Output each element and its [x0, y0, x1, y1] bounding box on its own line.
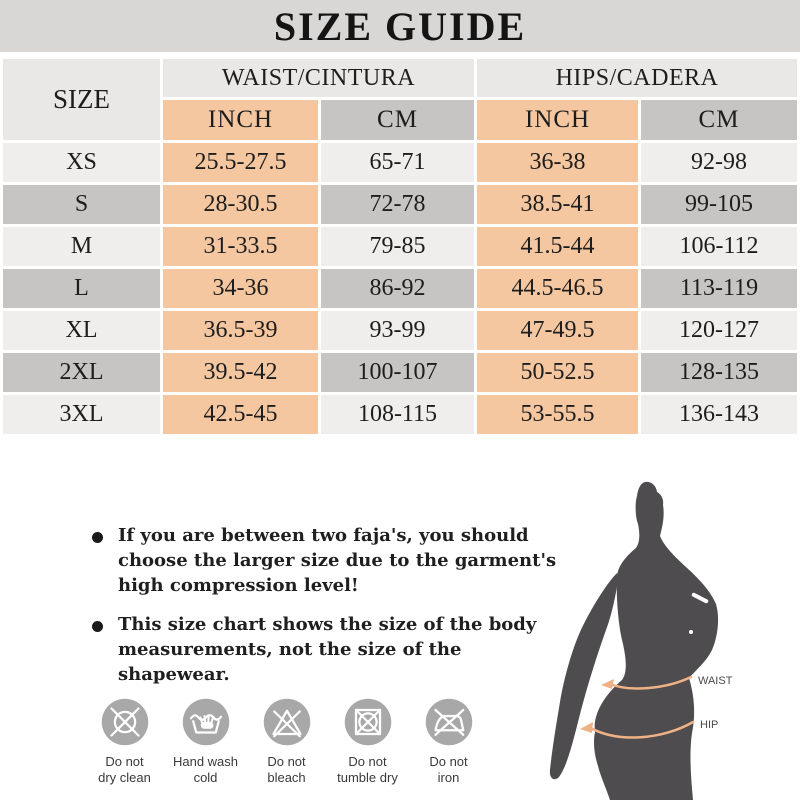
care-item: Do not iron	[408, 698, 489, 786]
waist-cm-cell: 72-78	[321, 185, 474, 224]
note-item: This size chart shows the size of the bo…	[90, 612, 560, 687]
care-label: Do not dry clean	[98, 754, 151, 786]
waist-inch-cell: 39.5-42	[163, 353, 318, 392]
note-line: measurements, not the size of the	[118, 639, 462, 660]
note-line: high compression level!	[118, 575, 359, 596]
waist-cm-cell: 86-92	[321, 269, 474, 308]
hips-group-header: HIPS/CADERA	[477, 59, 798, 97]
hips-cm-cell: 92-98	[641, 143, 798, 182]
care-item: Do not bleach	[246, 698, 327, 786]
waist-cm-cell: 100-107	[321, 353, 474, 392]
title-banner: SIZE GUIDE	[0, 0, 800, 52]
care-item: Hand wash cold	[165, 698, 246, 786]
waist-inch-cell: 42.5-45	[163, 395, 318, 434]
note-line: choose the larger size due to the garmen…	[118, 550, 557, 571]
care-label-line: tumble dry	[337, 770, 398, 785]
care-label: Do not iron	[429, 754, 467, 786]
waist-group-header: WAIST/CINTURA	[163, 59, 474, 97]
size-cell: XL	[3, 311, 160, 350]
table-row: L 34-36 86-92 44.5-46.5 113-119	[3, 269, 798, 308]
waist-cm-cell: 93-99	[321, 311, 474, 350]
care-label: Hand wash cold	[173, 754, 238, 786]
hips-inch-cell: 53-55.5	[477, 395, 638, 434]
waist-cm-cell: 79-85	[321, 227, 474, 266]
table-unit-header-row: INCH CM INCH CM	[3, 100, 798, 140]
care-item: Do not tumble dry	[327, 698, 408, 786]
care-item: Do not dry clean	[84, 698, 165, 786]
care-label-line: Do not	[267, 754, 306, 769]
care-instructions: Do not dry clean Hand was	[84, 698, 489, 786]
hips-cm-cell: 106-112	[641, 227, 798, 266]
care-label-line: cold	[193, 770, 218, 785]
do-not-dry-clean-icon	[101, 698, 148, 746]
hips-cm-header: CM	[641, 100, 798, 140]
hips-inch-cell: 38.5-41	[477, 185, 638, 224]
note-line: This size chart shows the size of the bo…	[118, 614, 537, 635]
care-label: Do not bleach	[267, 754, 305, 786]
waist-cm-cell: 108-115	[321, 395, 474, 434]
table-row: XL 36.5-39 93-99 47-49.5 120-127	[3, 311, 798, 350]
size-cell: L	[3, 269, 160, 308]
hips-inch-cell: 47-49.5	[477, 311, 638, 350]
hips-inch-cell: 44.5-46.5	[477, 269, 638, 308]
care-label-line: bleach	[267, 770, 306, 785]
waist-inch-cell: 25.5-27.5	[163, 143, 318, 182]
hips-cm-cell: 113-119	[641, 269, 798, 308]
size-cell: M	[3, 227, 160, 266]
size-cell: S	[3, 185, 160, 224]
size-cell: 3XL	[3, 395, 160, 434]
hand-wash-cold-icon	[182, 698, 229, 746]
care-label-line: Do not	[348, 754, 387, 769]
care-label-line: Do not	[105, 754, 144, 769]
care-label-line: dry clean	[98, 770, 151, 785]
waist-inch-cell: 28-30.5	[163, 185, 318, 224]
body-measurement-figure: WAIST HIP	[548, 472, 748, 800]
size-column-header: SIZE	[3, 59, 160, 140]
waist-inch-cell: 34-36	[163, 269, 318, 308]
table-row: 2XL 39.5-42 100-107 50-52.5 128-135	[3, 353, 798, 392]
size-cell: XS	[3, 143, 160, 182]
bullet-icon	[92, 532, 103, 543]
waist-label: WAIST	[698, 675, 733, 687]
care-label: Do not tumble dry	[337, 754, 398, 786]
note-line: If you are between two faja's, you shoul…	[118, 525, 529, 546]
notes-section: If you are between two faja's, you shoul…	[90, 523, 560, 701]
waist-cm-cell: 65-71	[321, 143, 474, 182]
waist-cm-header: CM	[321, 100, 474, 140]
hips-cm-cell: 136-143	[641, 395, 798, 434]
waist-inch-header: INCH	[163, 100, 318, 140]
size-table: SIZE WAIST/CINTURA HIPS/CADERA INCH CM I…	[0, 56, 800, 437]
care-label-line: Hand wash	[172, 754, 239, 769]
hips-inch-header: INCH	[477, 100, 638, 140]
care-label-line: Do not	[429, 754, 468, 769]
table-row: S 28-30.5 72-78 38.5-41 99-105	[3, 185, 798, 224]
hips-inch-cell: 50-52.5	[477, 353, 638, 392]
do-not-tumble-dry-icon	[344, 698, 391, 746]
table-row: XS 25.5-27.5 65-71 36-38 92-98	[3, 143, 798, 182]
waist-inch-cell: 36.5-39	[163, 311, 318, 350]
do-not-iron-icon	[425, 698, 472, 746]
care-label-line: iron	[437, 770, 460, 785]
do-not-bleach-icon	[263, 698, 310, 746]
size-cell: 2XL	[3, 353, 160, 392]
hip-measure-line: HIP	[580, 719, 718, 739]
hips-cm-cell: 128-135	[641, 353, 798, 392]
page-title: SIZE GUIDE	[273, 3, 527, 49]
hips-cm-cell: 99-105	[641, 185, 798, 224]
table-group-header-row: SIZE WAIST/CINTURA HIPS/CADERA	[3, 59, 798, 140]
note-item: If you are between two faja's, you shoul…	[90, 523, 560, 598]
female-silhouette: WAIST HIP	[549, 481, 733, 800]
waist-measure-line: WAIST	[601, 675, 733, 690]
table-row: 3XL 42.5-45 108-115 53-55.5 136-143	[3, 395, 798, 434]
bullet-icon	[92, 621, 103, 632]
hips-inch-cell: 41.5-44	[477, 227, 638, 266]
waist-inch-cell: 31-33.5	[163, 227, 318, 266]
note-line: shapewear.	[118, 664, 230, 685]
hips-inch-cell: 36-38	[477, 143, 638, 182]
table-row: M 31-33.5 79-85 41.5-44 106-112	[3, 227, 798, 266]
hips-cm-cell: 120-127	[641, 311, 798, 350]
hip-label: HIP	[700, 719, 718, 731]
